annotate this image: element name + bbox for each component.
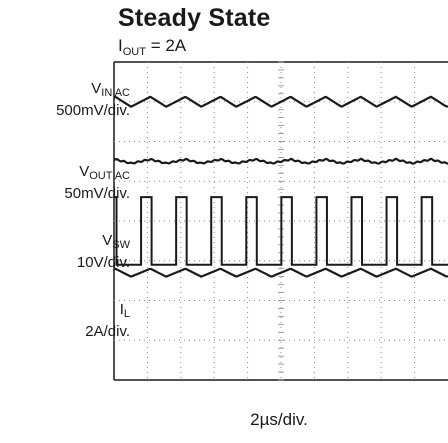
series-line-vsw: [114, 196, 448, 266]
subtitle-rest: = 2A: [145, 36, 187, 55]
channel-scale-il: 2A/div.: [85, 323, 130, 340]
channel-scale-vin: 500mV/div.: [56, 102, 130, 119]
channel-label-il: IL 2A/div.: [85, 301, 130, 341]
subtitle-main: I: [118, 36, 123, 55]
series-line-il: [113, 267, 448, 278]
channel-name-vout: VOUT AC: [79, 163, 130, 182]
chart-subtitle: IOUT = 2A: [118, 36, 186, 58]
channel-label-vin: VIN AC 500mV/div.: [56, 80, 130, 120]
series-line-vin-ac: [113, 95, 448, 108]
subtitle-sub: OUT: [122, 46, 146, 58]
chart-title: Steady State: [118, 4, 271, 32]
channel-name-vin: VIN AC: [91, 80, 130, 99]
x-axis-label: 2µs/div.: [250, 410, 308, 429]
channel-name-il: IL: [119, 301, 130, 320]
series-line-vout-ac: [113, 157, 448, 165]
